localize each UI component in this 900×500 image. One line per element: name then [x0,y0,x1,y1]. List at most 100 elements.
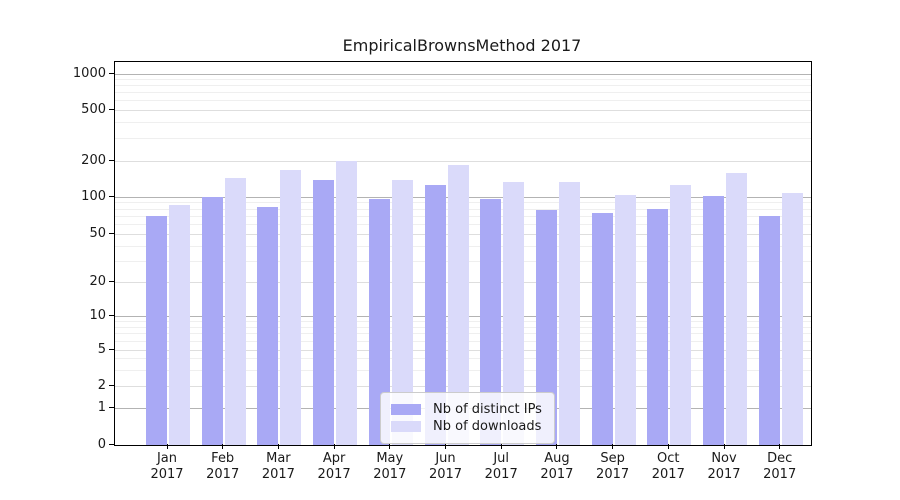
x-tick-label-year: 2017 [763,467,797,482]
gridline-major [115,73,811,75]
x-tick-label: Feb 2017 [193,451,253,483]
y-tick-label: 20 [89,274,106,289]
bar-downloads [447,165,469,445]
x-tick-label-year: 2017 [707,467,741,482]
x-tick-mark [667,444,669,449]
bar-distinct-ips [368,198,390,445]
y-tick-mark [109,443,114,445]
gridline [115,160,811,162]
x-tick-label: Jun 2017 [416,451,476,483]
bar-distinct-ips [647,209,669,445]
x-tick-mark [333,444,335,449]
x-tick-mark [556,444,558,449]
legend: Nb of distinct IPs Nb of downloads [380,392,555,444]
x-tick-label: Mar 2017 [248,451,308,483]
gridline-minor [115,85,811,87]
x-tick-label: Apr 2017 [304,451,364,483]
x-tick-mark [500,444,502,449]
x-tick-mark [723,444,725,449]
bar-downloads [391,179,413,445]
y-tick-label: 10 [89,308,106,323]
bar-downloads [169,205,190,445]
y-tick-label: 0 [97,436,106,452]
x-tick-label-year: 2017 [206,467,240,482]
x-tick-mark [389,444,391,449]
x-tick-label: Nov 2017 [694,451,754,483]
bar-downloads [336,161,358,445]
y-tick-label: 100 [81,188,106,204]
gridline-minor [115,122,811,124]
x-tick-label: Dec 2017 [750,451,810,483]
bar-downloads [280,170,302,445]
x-tick-mark [166,444,168,449]
legend-swatch-downloads [391,421,421,432]
y-tick-mark [109,348,114,350]
legend-item-downloads: Nb of downloads [391,419,542,434]
y-tick-mark [109,109,114,110]
bar-distinct-ips [758,215,780,445]
x-tick-label-year: 2017 [596,467,630,482]
x-tick-label-year: 2017 [540,467,574,482]
x-tick-label-year: 2017 [150,467,184,482]
y-tick-mark [109,407,114,408]
x-tick-label: Aug 2017 [527,451,587,483]
x-tick-label-year: 2017 [261,467,295,482]
legend-label-downloads: Nb of downloads [433,419,542,434]
y-tick-mark [109,315,114,316]
y-tick-mark [109,385,114,386]
gridline-minor [115,79,811,81]
y-tick-label: 200 [81,152,106,168]
y-tick-mark [109,195,114,197]
x-tick-label: Sep 2017 [583,451,643,483]
bar-distinct-ips [424,184,446,445]
x-tick-mark [779,444,781,449]
bar-distinct-ips [257,207,279,445]
chart-title: EmpiricalBrownsMethod 2017 [342,36,582,55]
gridline [115,110,811,111]
bar-downloads [670,185,692,445]
y-tick-label: 1000 [72,65,106,81]
bar-downloads [224,178,246,445]
bar-distinct-ips [201,197,223,445]
gridline-minor [115,138,811,140]
x-tick-label-year: 2017 [651,467,685,482]
x-tick-label: Jul 2017 [471,451,531,483]
y-tick-mark [109,281,114,282]
x-tick-mark [277,444,279,449]
legend-item-distinct-ips: Nb of distinct IPs [391,402,542,417]
y-tick-label: 2 [97,378,106,393]
x-tick-label-year: 2017 [428,467,463,482]
bar-downloads [614,194,636,445]
y-tick-label: 1 [97,400,106,415]
x-tick-label: Oct 2017 [638,451,698,483]
x-tick-mark [445,444,446,449]
bar-downloads [781,192,803,445]
bar-distinct-ips [535,210,557,445]
bar-distinct-ips [313,179,335,445]
x-tick-label: Jan 2017 [137,451,197,483]
y-tick-mark [109,72,114,74]
y-tick-label: 50 [89,226,106,241]
bar-downloads [726,173,747,445]
x-tick-label: May 2017 [360,451,420,483]
y-tick-label: 5 [97,341,106,357]
bar-distinct-ips [591,212,613,445]
x-tick-mark [612,444,614,449]
y-tick-mark [109,233,114,234]
x-tick-mark [222,444,224,449]
gridline-minor [115,100,811,102]
bar-distinct-ips [480,199,502,445]
bar-distinct-ips [146,216,167,445]
y-tick-label: 500 [81,102,106,117]
plot-area [114,61,812,446]
bar-downloads [558,182,580,445]
legend-swatch-distinct-ips [391,404,421,415]
x-tick-label-year: 2017 [484,467,518,482]
legend-label-distinct-ips: Nb of distinct IPs [433,402,542,417]
x-tick-label-year: 2017 [373,467,407,482]
y-tick-mark [109,159,114,161]
bar-distinct-ips [703,196,724,445]
bar-downloads [503,182,525,445]
gridline-minor [115,92,811,94]
